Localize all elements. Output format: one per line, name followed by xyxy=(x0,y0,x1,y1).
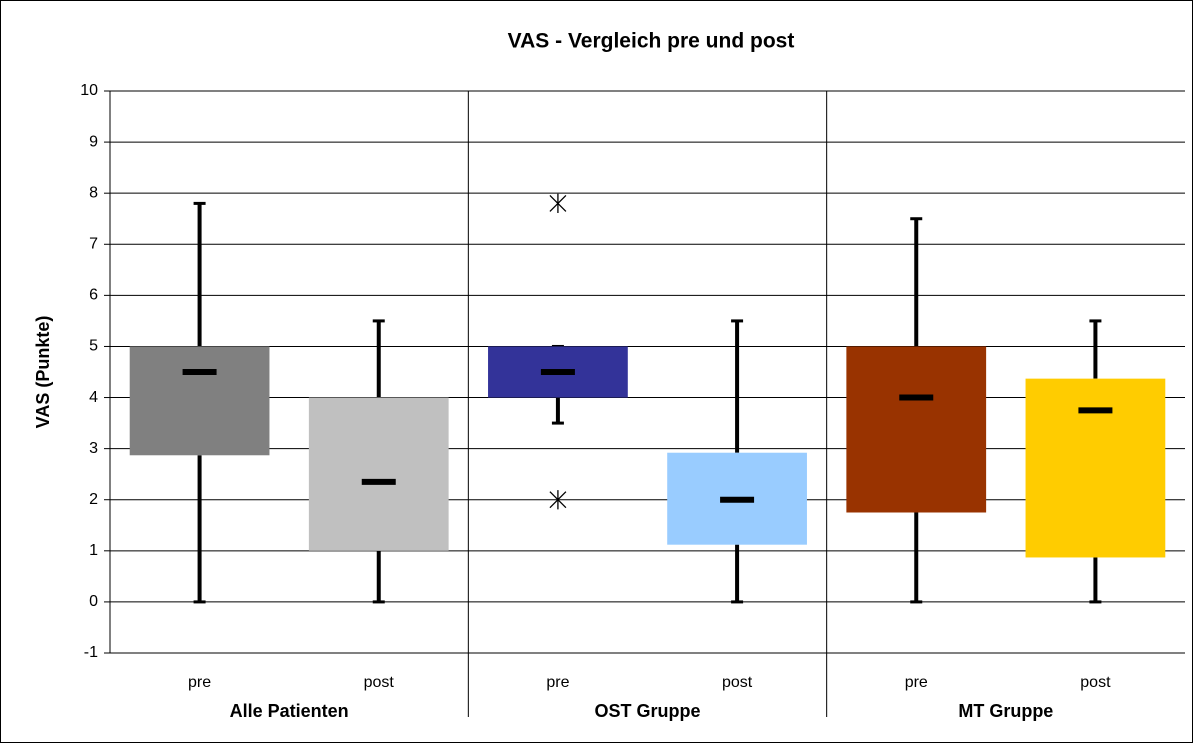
y-tick-label: 2 xyxy=(89,491,98,508)
y-tick-label: -1 xyxy=(84,644,98,661)
y-tick-label: 4 xyxy=(89,389,98,406)
y-tick-label: 5 xyxy=(89,338,98,355)
y-tick-label: 3 xyxy=(89,440,98,457)
box xyxy=(129,346,270,456)
y-tick-label: 6 xyxy=(89,287,98,304)
x-tick-label: pre xyxy=(188,674,211,691)
group-label: OST Gruppe xyxy=(594,701,700,721)
x-tick-label: post xyxy=(722,674,753,691)
y-tick-label: 0 xyxy=(89,593,98,610)
outlier xyxy=(549,490,567,510)
x-tick-label: post xyxy=(364,674,395,691)
y-tick-label: 8 xyxy=(89,184,98,201)
x-tick-label: post xyxy=(1080,674,1111,691)
x-tick-label: pre xyxy=(905,674,928,691)
box xyxy=(846,346,987,513)
y-tick-label: 9 xyxy=(89,133,98,150)
outlier xyxy=(549,193,567,213)
box xyxy=(308,397,449,551)
y-tick-label: 7 xyxy=(89,235,98,252)
chart-title: VAS - Vergleich pre und post xyxy=(508,30,795,53)
y-tick-label: 1 xyxy=(89,542,98,559)
x-tick-label: pre xyxy=(546,674,569,691)
group-label: Alle Patienten xyxy=(230,701,349,721)
group-label: MT Gruppe xyxy=(958,701,1053,721)
y-tick-label: 10 xyxy=(80,82,98,99)
box xyxy=(1025,378,1166,558)
y-axis-label: VAS (Punkte) xyxy=(33,316,53,429)
